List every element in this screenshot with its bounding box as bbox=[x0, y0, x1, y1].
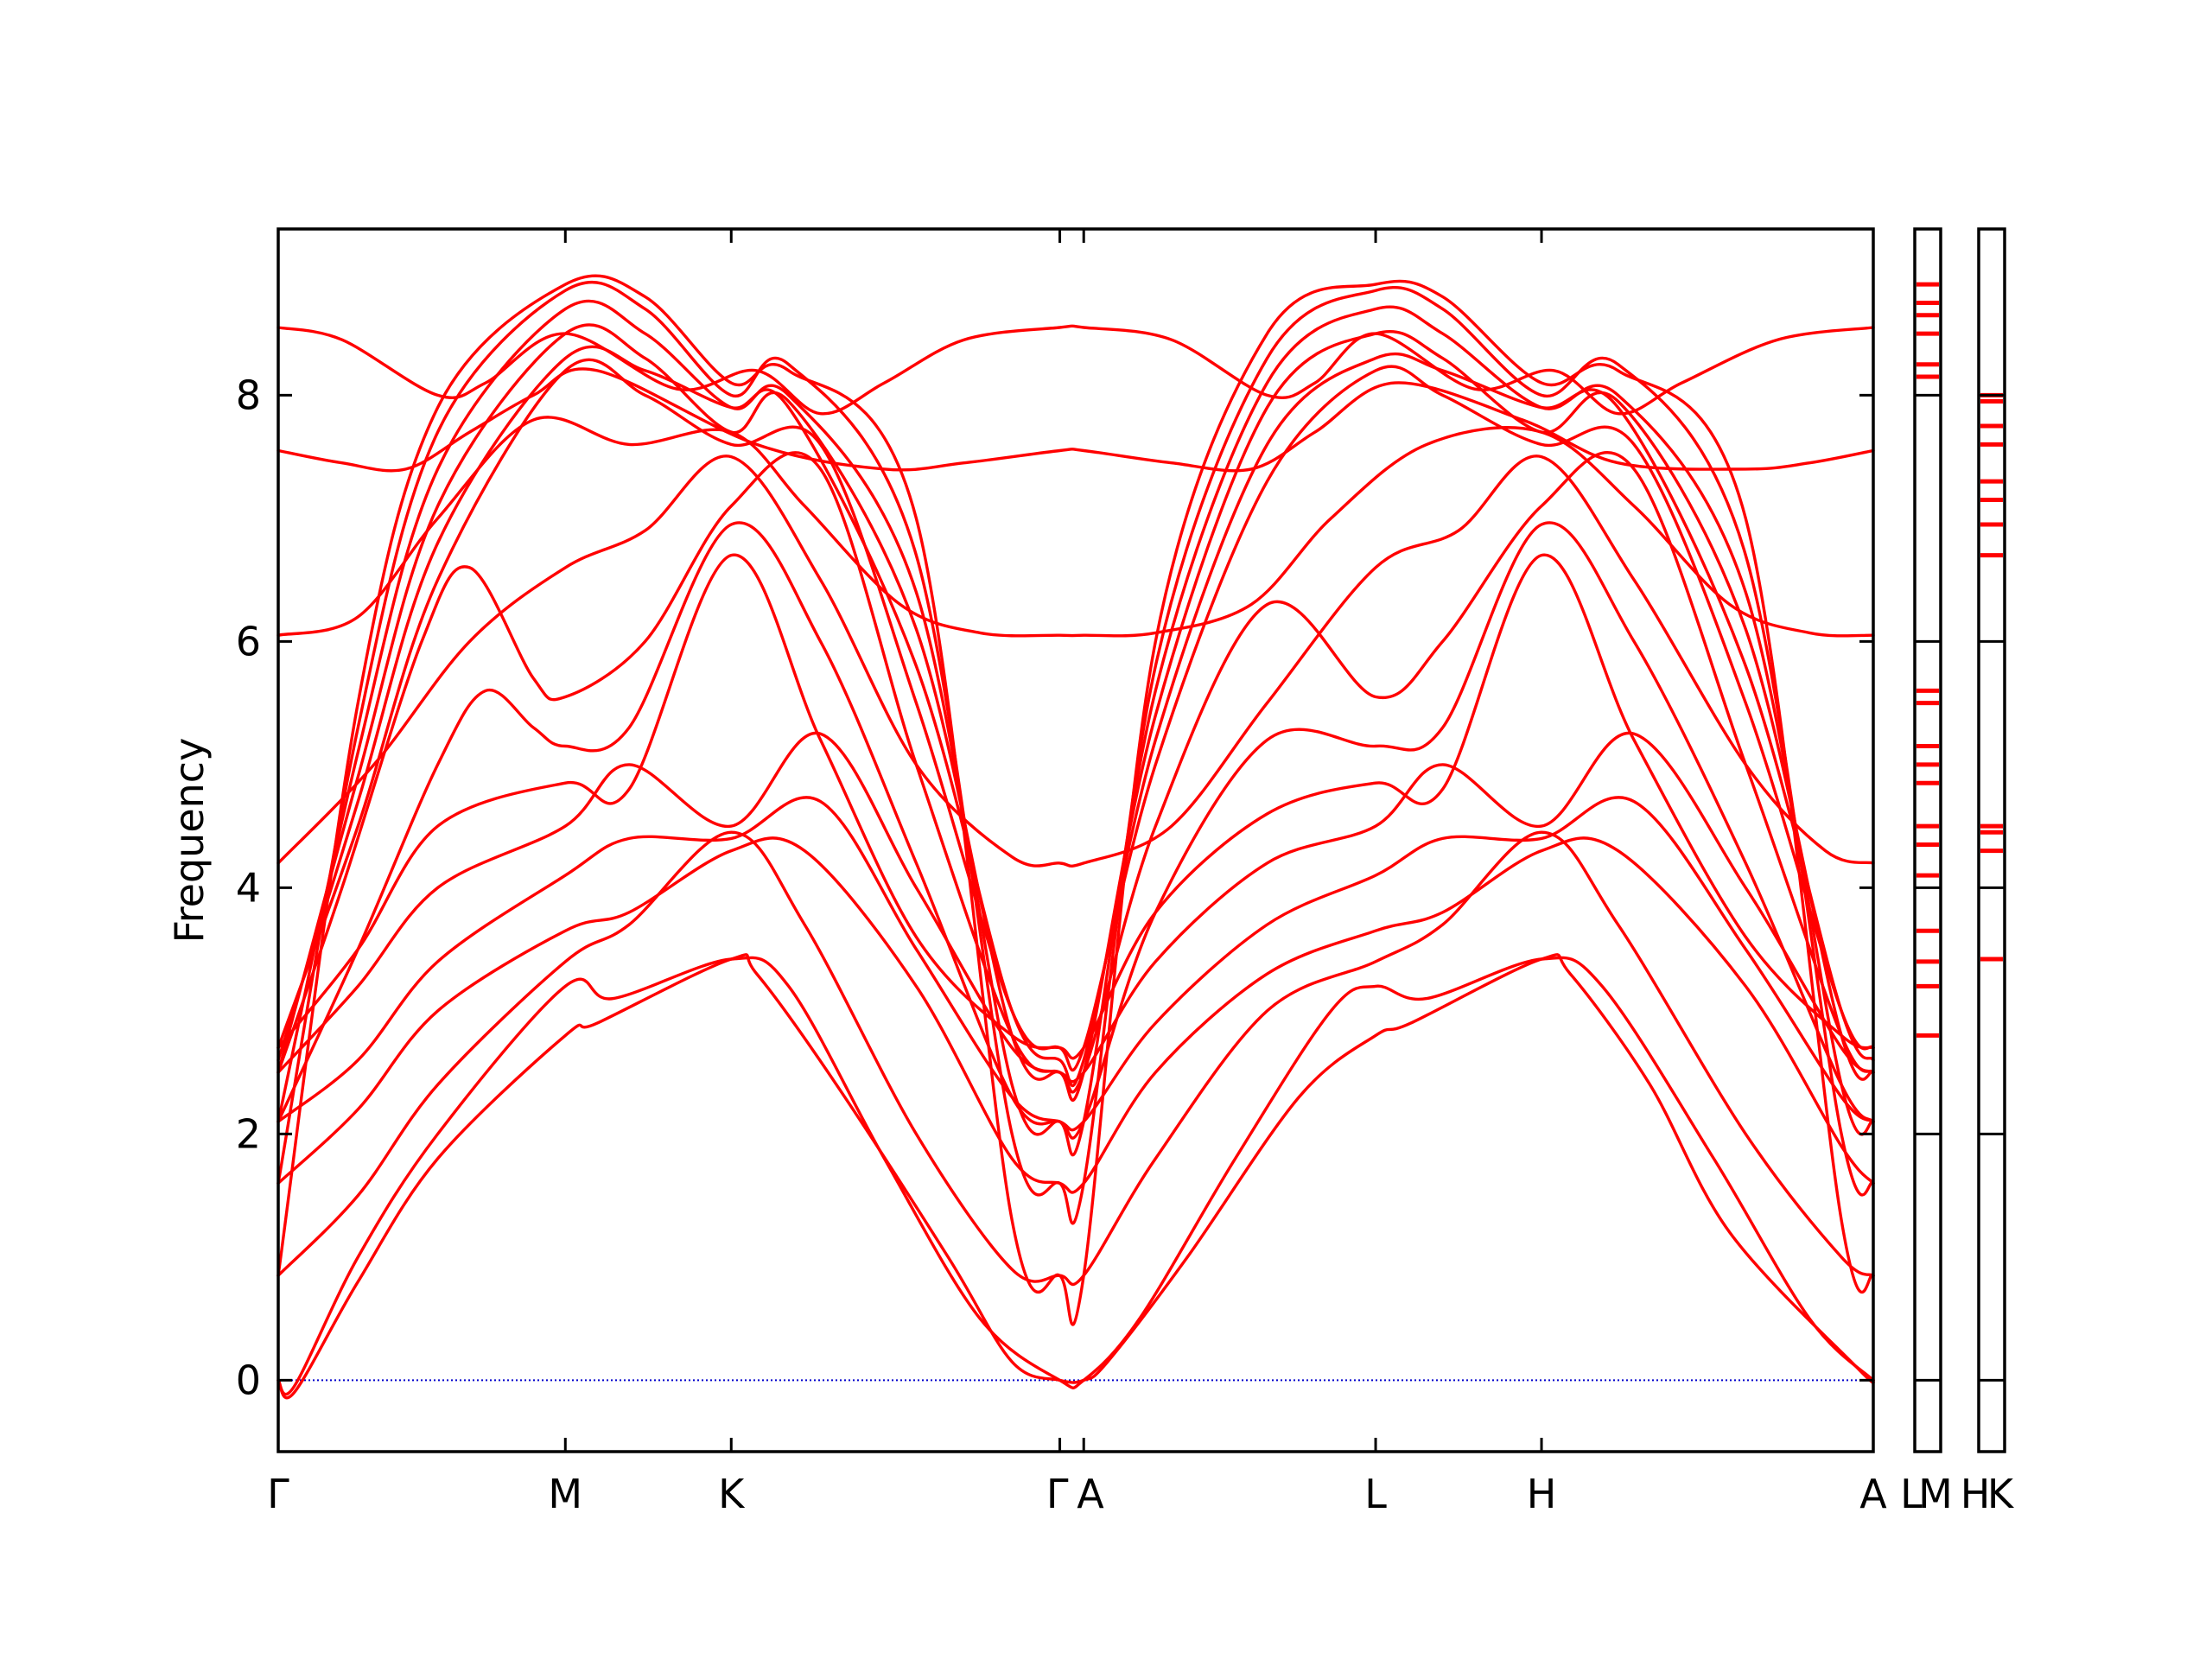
y-tick-label-8: 8 bbox=[236, 372, 261, 418]
y-tick-labels: 0 2 4 6 8 bbox=[236, 372, 261, 1403]
y-axis-label: Frequency bbox=[166, 738, 213, 944]
y-tick-label-6: 6 bbox=[236, 618, 261, 664]
band-line-13 bbox=[276, 299, 1875, 1157]
main-axis-ticks bbox=[276, 229, 1875, 1452]
band-line-8 bbox=[276, 521, 1875, 1140]
side-panels: LM HK bbox=[1900, 227, 2015, 1517]
band-line-6 bbox=[276, 731, 1875, 1084]
x-tick-label: A bbox=[1859, 1471, 1887, 1517]
band-line-18 bbox=[276, 367, 1875, 473]
x-tick-label: H bbox=[1527, 1471, 1557, 1517]
x-tick-label: A bbox=[1077, 1471, 1104, 1517]
band-line-10 bbox=[276, 358, 1875, 1072]
x-tick-label: M bbox=[548, 1471, 582, 1517]
x-tick-label: Γ bbox=[267, 1471, 289, 1517]
band-line-7 bbox=[276, 553, 1875, 1060]
x-tick-label: K bbox=[718, 1471, 746, 1517]
band-line-4 bbox=[276, 836, 1875, 1194]
main-plot-frame bbox=[276, 227, 1875, 1453]
band-line-14 bbox=[276, 280, 1875, 1225]
side-panel-L bbox=[1913, 227, 1942, 1453]
y-tick-label-0: 0 bbox=[236, 1357, 261, 1403]
band-line-15 bbox=[276, 274, 1875, 1326]
band-line-19 bbox=[276, 324, 1875, 416]
band-line-17 bbox=[276, 416, 1875, 638]
side-panel-frame bbox=[1977, 227, 2006, 1453]
band-line-5 bbox=[276, 796, 1875, 1132]
band-line-3 bbox=[276, 830, 1875, 1287]
band-line-16 bbox=[276, 454, 1875, 868]
band-line-2 bbox=[276, 956, 1875, 1396]
y-tick-label-4: 4 bbox=[236, 864, 261, 911]
band-line-12 bbox=[276, 323, 1875, 1102]
phonon-bands bbox=[276, 274, 1875, 1400]
side-panel-label: H bbox=[1961, 1471, 1991, 1517]
side-panel-label: M bbox=[1918, 1471, 1953, 1517]
band-line-9 bbox=[276, 451, 1875, 1094]
x-tick-label: Γ bbox=[1046, 1471, 1069, 1517]
side-panel-label: L bbox=[1900, 1471, 1923, 1517]
x-tick-label: L bbox=[1364, 1471, 1387, 1517]
side-panel-K bbox=[1977, 227, 2006, 1453]
y-tick-label-2: 2 bbox=[236, 1110, 261, 1157]
band-line-11 bbox=[276, 345, 1875, 1088]
side-panel-frame bbox=[1913, 227, 1942, 1453]
band-line-1 bbox=[276, 953, 1875, 1400]
side-panel-label: K bbox=[1987, 1471, 2015, 1517]
